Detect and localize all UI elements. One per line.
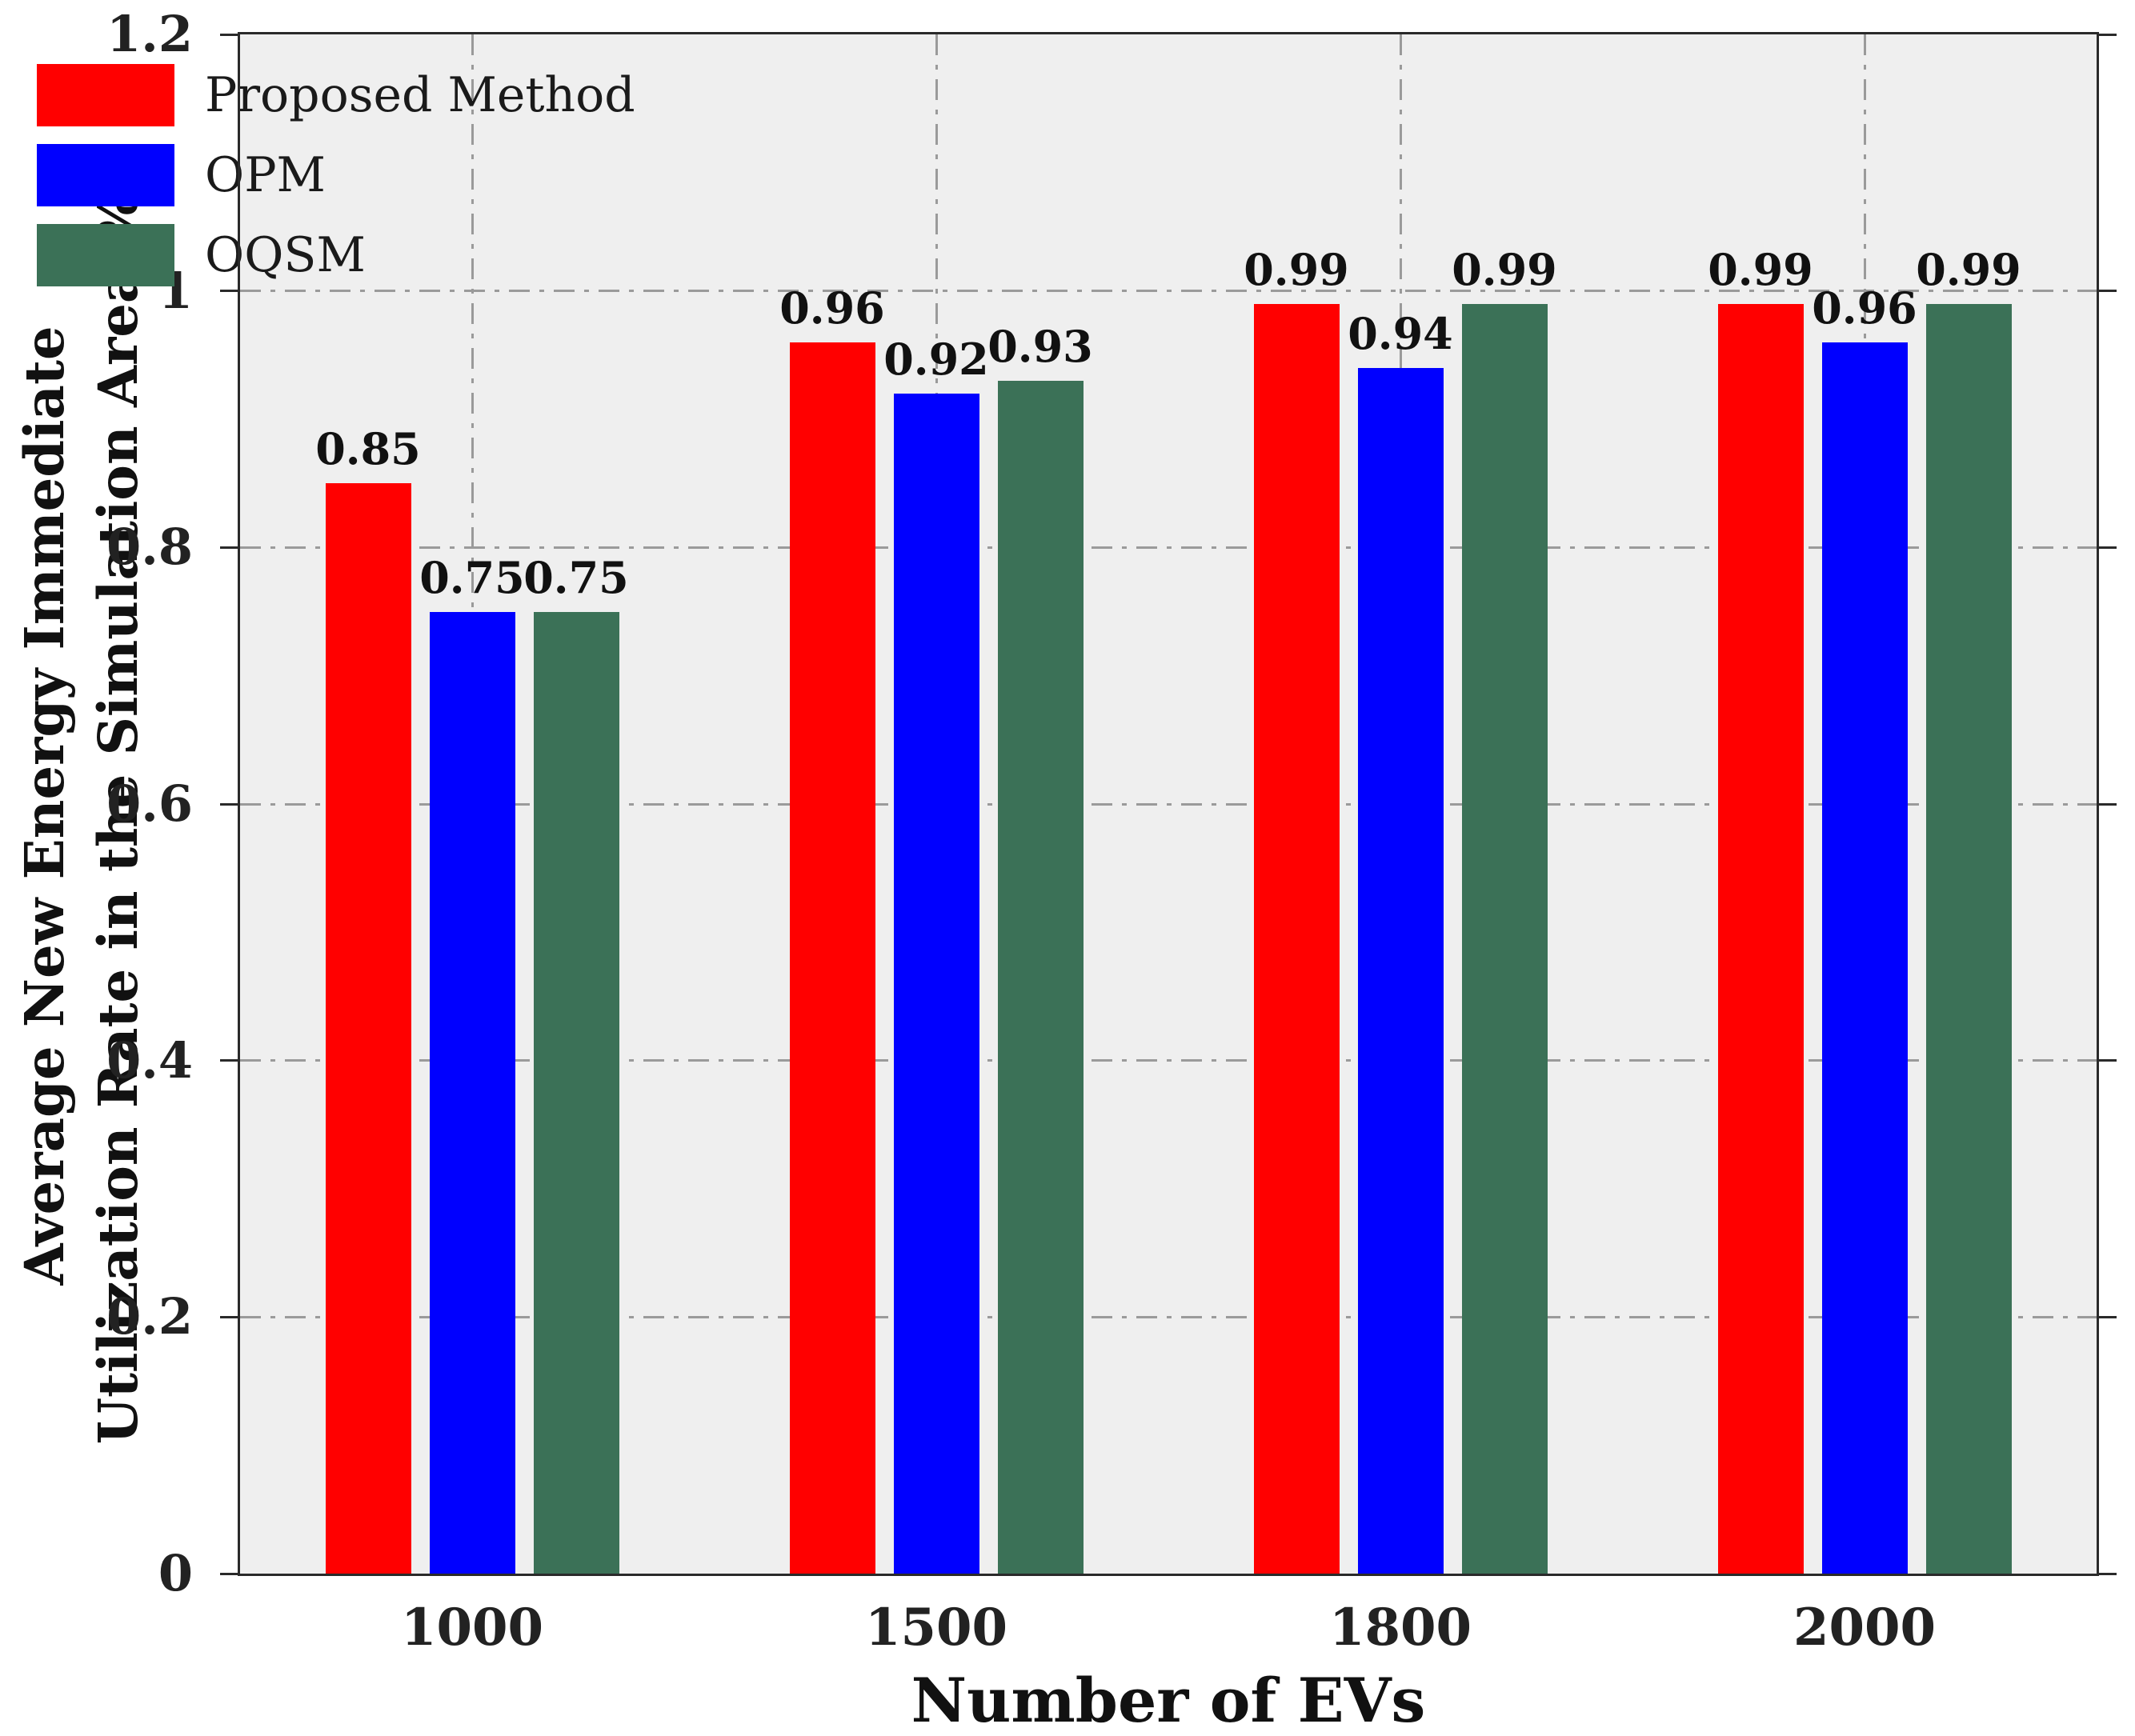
y-tick-mark-right bbox=[2099, 33, 2117, 36]
y-tick-mark-left bbox=[220, 33, 238, 36]
bar-proposed-method-1500 bbox=[789, 342, 875, 1574]
legend-swatch-proposed-method bbox=[37, 64, 174, 126]
y-tick-label: 0.8 bbox=[106, 518, 193, 577]
y-tick-label: 0.6 bbox=[106, 774, 193, 833]
x-axis-title: Number of EVs bbox=[911, 1665, 1426, 1736]
gridline-horizontal bbox=[240, 1059, 2097, 1062]
y-tick-mark-left bbox=[220, 546, 238, 549]
bar-value-label: 0.99 bbox=[1708, 243, 1813, 295]
y-tick-label: 0.2 bbox=[106, 1287, 193, 1346]
y-tick-label: 0 bbox=[158, 1544, 193, 1602]
y-tick-mark-right bbox=[2099, 546, 2117, 549]
x-tick-label: 2000 bbox=[1793, 1598, 1937, 1658]
y-tick-mark-left bbox=[220, 802, 238, 806]
bar-value-label: 0.93 bbox=[987, 320, 1093, 372]
legend-swatch-opm bbox=[37, 144, 174, 206]
gridline-horizontal bbox=[240, 802, 2097, 806]
bar-opm-2000 bbox=[1821, 342, 1908, 1574]
y-tick-label: 0.4 bbox=[106, 1030, 193, 1090]
y-tick-mark-right bbox=[2099, 290, 2117, 293]
plot-area: 0.85 0.75 0.75 0.96 0.92 0.93 0.99 0.94 0.99 0.99… bbox=[240, 34, 2097, 1574]
gridline-horizontal bbox=[240, 290, 2097, 293]
legend-item-proposed-method: Proposed Method bbox=[37, 64, 635, 126]
bar-value-label: 0.92 bbox=[883, 333, 989, 385]
legend-item-opm: OPM bbox=[37, 144, 635, 206]
bar-value-label: 0.96 bbox=[1812, 282, 1917, 334]
bar-proposed-method-2000 bbox=[1717, 303, 1804, 1574]
legend: Proposed Method OPM OQSM bbox=[37, 64, 635, 304]
x-tick-label: 1500 bbox=[864, 1598, 1008, 1658]
gridline-horizontal bbox=[240, 546, 2097, 549]
bar-opm-1000 bbox=[429, 611, 515, 1574]
bar-proposed-method-1800 bbox=[1253, 303, 1340, 1574]
y-tick-mark-left bbox=[220, 1315, 238, 1318]
bar-value-label: 0.94 bbox=[1348, 307, 1453, 359]
legend-label: OPM bbox=[205, 147, 326, 203]
bar-value-label: 0.75 bbox=[419, 551, 525, 603]
bar-value-label: 0.99 bbox=[1452, 243, 1557, 295]
bar-value-label: 0.96 bbox=[779, 282, 885, 334]
y-tick-mark-right bbox=[2099, 1572, 2117, 1575]
legend-label: Proposed Method bbox=[205, 67, 635, 123]
bar-oqsm-1000 bbox=[533, 611, 619, 1574]
bar-proposed-method-1000 bbox=[325, 483, 411, 1574]
bar-value-label: 0.99 bbox=[1244, 243, 1349, 295]
bar-opm-1500 bbox=[893, 393, 979, 1574]
x-tick-label: 1800 bbox=[1328, 1598, 1472, 1658]
bar-oqsm-2000 bbox=[1925, 303, 2012, 1574]
bar-oqsm-1500 bbox=[997, 380, 1084, 1574]
y-tick-mark-left bbox=[220, 1059, 238, 1062]
legend-item-oqsm: OQSM bbox=[37, 224, 635, 286]
bar-value-label: 0.85 bbox=[315, 423, 421, 475]
gridline-horizontal bbox=[240, 1315, 2097, 1318]
legend-swatch-oqsm bbox=[37, 224, 174, 286]
bar-opm-1800 bbox=[1357, 367, 1444, 1574]
y-tick-mark-right bbox=[2099, 802, 2117, 806]
bar-value-label: 0.75 bbox=[523, 551, 629, 603]
y-tick-label: 1.2 bbox=[106, 5, 193, 63]
x-tick-label: 1000 bbox=[400, 1598, 544, 1658]
y-tick-mark-left bbox=[220, 1572, 238, 1575]
y-tick-mark-right bbox=[2099, 1059, 2117, 1062]
y-tick-mark-left bbox=[220, 290, 238, 293]
bar-value-label: 0.99 bbox=[1916, 243, 2021, 295]
y-tick-mark-right bbox=[2099, 1315, 2117, 1318]
legend-label: OQSM bbox=[205, 227, 366, 283]
bar-oqsm-1800 bbox=[1461, 303, 1548, 1574]
